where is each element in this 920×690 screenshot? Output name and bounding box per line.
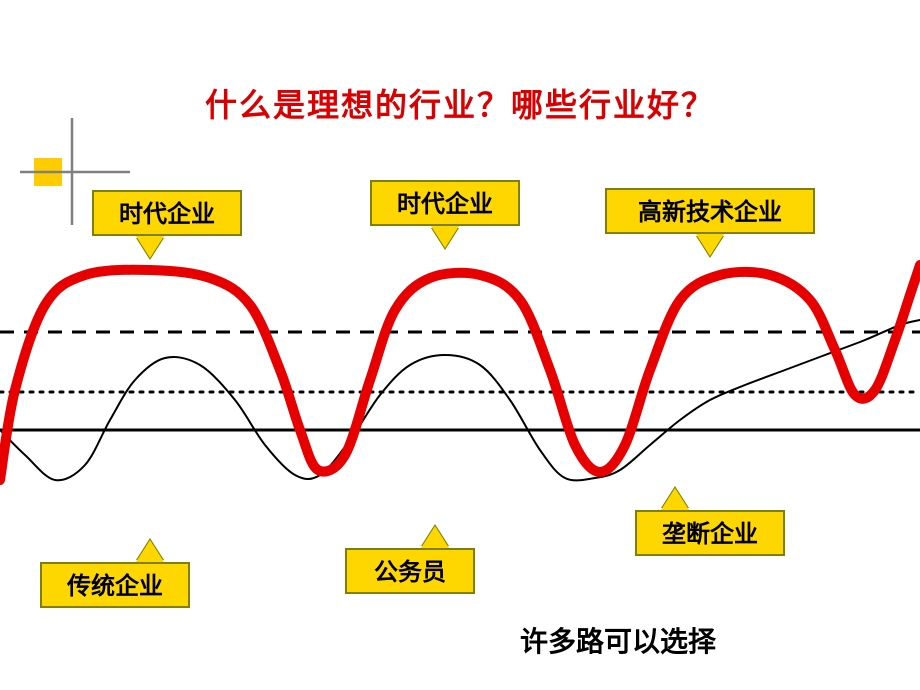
callout-tail-traditional-enterprise [136, 540, 164, 562]
thin-curve [0, 320, 920, 480]
callout-tail-civil-servant [421, 526, 449, 548]
callout-high-tech-enterprise: 高新技术企业 [605, 188, 815, 234]
callout-tail-monopoly-enterprise [661, 488, 689, 510]
callout-era-enterprise-2: 时代企业 [370, 180, 520, 226]
callout-era-enterprise-1: 时代企业 [92, 190, 242, 236]
red-curve [0, 265, 920, 480]
callout-tail-high-tech-enterprise [696, 234, 724, 256]
callout-tail-era-enterprise-1 [136, 236, 164, 258]
callout-tail-era-enterprise-2 [431, 226, 459, 248]
callout-civil-servant: 公务员 [345, 548, 475, 594]
callout-traditional-enterprise: 传统企业 [40, 562, 190, 608]
slide-stage: 什么是理想的行业？哪些行业好？ 时代企业时代企业高新技术企业传统企业公务员垄断企… [0, 0, 920, 690]
bottom-caption: 许多路可以选择 [520, 620, 716, 660]
callout-monopoly-enterprise: 垄断企业 [635, 510, 785, 556]
